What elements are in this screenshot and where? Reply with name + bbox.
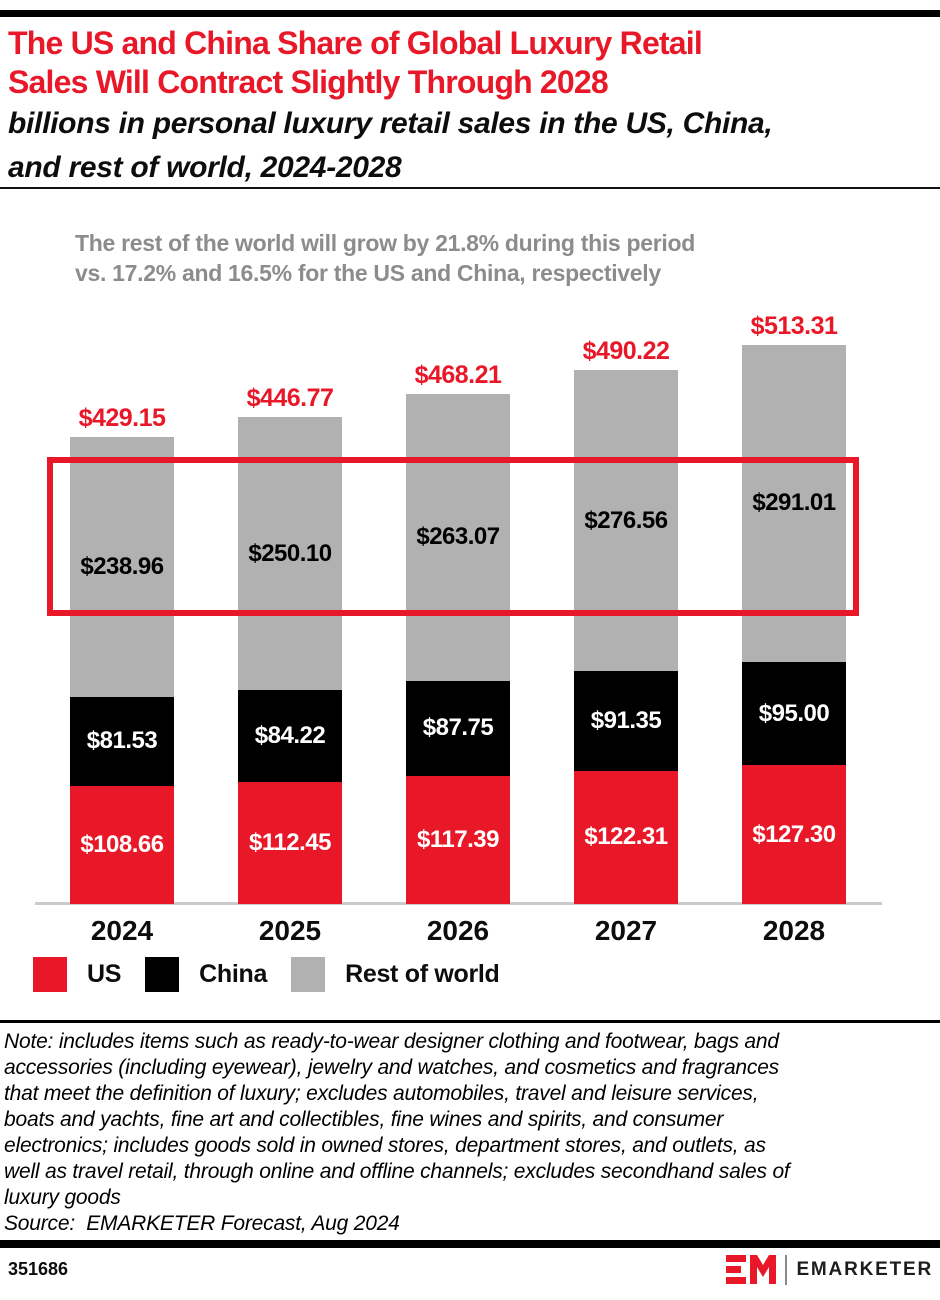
legend-swatch-china	[145, 957, 180, 992]
axis-label-2028: 2028	[762, 915, 826, 946]
bar-segment-rest-of-world-2027: $276.56	[574, 370, 678, 672]
bar-segment-us-2025: $112.45	[238, 781, 342, 904]
note-divider-line	[0, 1020, 940, 1023]
chart-title: The US and China Share of Global Luxury …	[8, 25, 703, 100]
legend-label-us: US	[87, 960, 122, 988]
brand-divider	[785, 1255, 788, 1285]
total-label-2028: $513.31	[750, 312, 838, 340]
chart-annotation: The rest of the world will grow by 21.8%…	[75, 230, 695, 286]
chart-subtitle: billions in personal luxury retail sales…	[8, 107, 773, 184]
legend: US China Rest of world	[33, 957, 500, 992]
total-label-2027: $490.22	[582, 337, 670, 366]
bar-segment-china-2025: $84.22	[238, 689, 342, 782]
bar-segment-china-2024: $81.53	[70, 696, 174, 786]
emarketer-logo-icon	[726, 1255, 777, 1284]
bar-segment-china-2027: $91.35	[574, 671, 678, 771]
legend-swatch-rest-of-world	[291, 957, 326, 992]
axis-label-2025: 2025	[258, 915, 322, 946]
bar-segment-us-2024: $108.66	[70, 785, 174, 904]
highlight-box	[47, 457, 859, 616]
legend-swatch-us	[33, 957, 67, 992]
top-black-bar	[0, 10, 940, 17]
header-divider-line	[0, 187, 940, 189]
legend-item-rest-of-world: Rest of world	[291, 957, 500, 992]
bar-segment-rest-of-world-2026: $263.07	[406, 394, 510, 681]
brand-wordmark: EMARKETER	[796, 1259, 933, 1280]
axis-label-2027: 2027	[594, 915, 658, 946]
bar-segment-us-2028: $127.30	[742, 765, 846, 904]
total-label-2026: $468.21	[414, 361, 502, 390]
legend-item-china: China	[145, 957, 267, 992]
total-label-2025: $446.77	[246, 384, 334, 413]
chart-id: 351686	[8, 1259, 69, 1279]
axis-label-2026: 2026	[426, 915, 490, 946]
bar-segment-rest-of-world-2024: $238.96	[70, 436, 174, 697]
legend-label-china: China	[199, 960, 268, 988]
bar-segment-china-2028: $95.00	[742, 661, 846, 766]
bar-segment-us-2027: $122.31	[574, 770, 678, 904]
legend-item-us: US	[33, 957, 121, 992]
bar-segment-china-2026: $87.75	[406, 680, 510, 777]
brand-lockup: EMARKETER	[726, 1254, 933, 1286]
footer-black-bar	[0, 1240, 940, 1248]
note-text: Note: includes items such as ready-to-we…	[4, 1030, 790, 1209]
legend-label-rest-of-world: Rest of world	[345, 960, 500, 988]
source-text: Source: EMARKETER Forecast, Aug 2024	[4, 1212, 400, 1235]
bar-segment-us-2026: $117.39	[406, 776, 510, 904]
notes-block: Note: includes items such as ready-to-we…	[4, 1029, 937, 1237]
total-label-2024: $429.15	[78, 403, 166, 432]
axis-label-2024: 2024	[90, 915, 154, 946]
bar-segment-rest-of-world-2028: $291.01	[742, 345, 846, 662]
